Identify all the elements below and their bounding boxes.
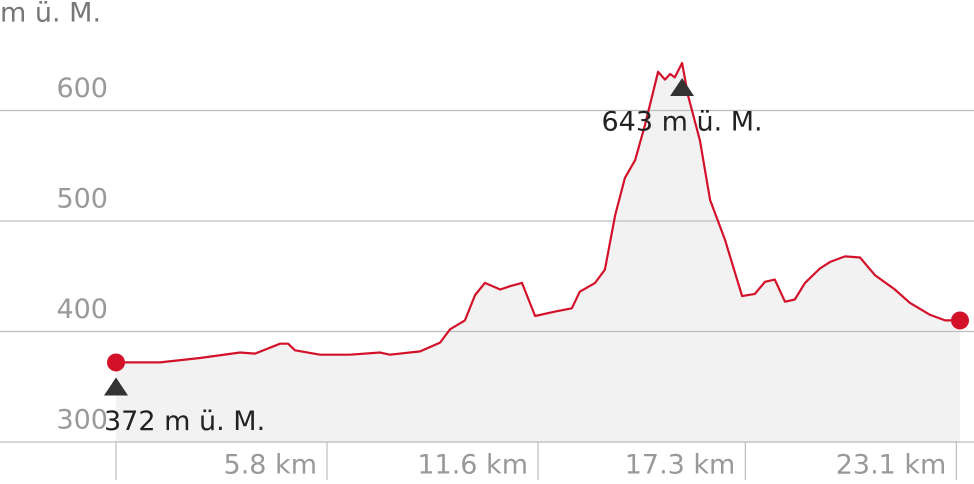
x-tick-label: 17.3 km	[625, 450, 736, 481]
y-tick-label: 400	[56, 294, 108, 325]
elevation-line	[116, 61, 960, 364]
x-tick-label: 11.6 km	[417, 450, 528, 481]
x-tick-label: 23.1 km	[836, 450, 947, 481]
y-tick-label: 600	[56, 73, 108, 104]
area	[116, 63, 960, 442]
extreme-label: 643 m ü. M.	[601, 106, 762, 137]
x-tick-label: 5.8 km	[224, 450, 317, 481]
y-tick-label: 500	[56, 184, 108, 215]
extreme-label: 372 m ü. M.	[104, 406, 265, 437]
extreme-marker	[104, 377, 128, 396]
extreme-marker	[670, 77, 695, 96]
endpoint	[951, 311, 969, 330]
y-tick-label: 300	[56, 405, 108, 436]
y-axis-label: m ü. M.	[0, 0, 101, 29]
endpoint	[107, 353, 125, 372]
